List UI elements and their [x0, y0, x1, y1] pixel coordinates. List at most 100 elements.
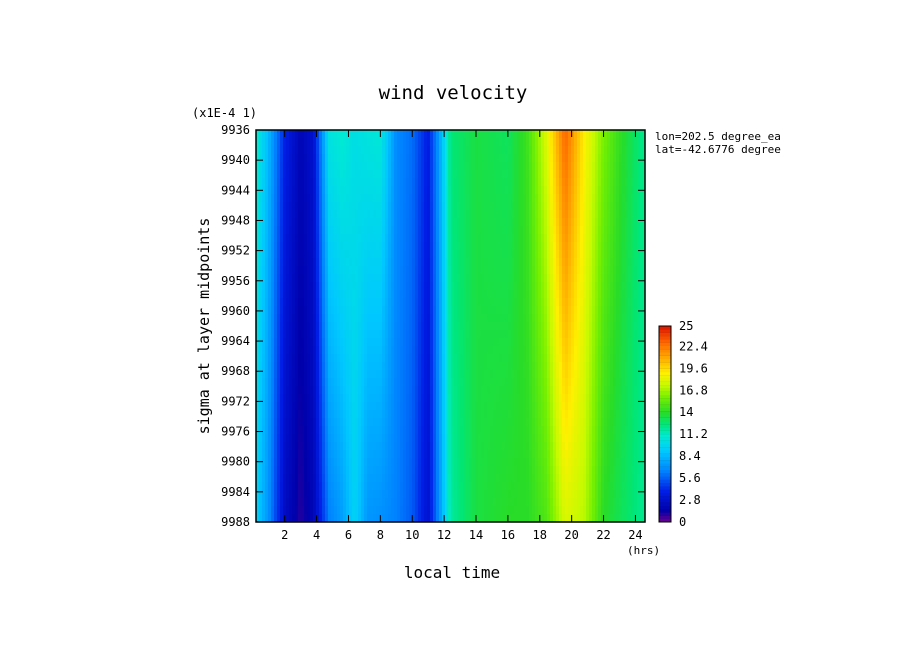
heatmap-cell — [469, 194, 473, 203]
heatmap-cell — [316, 506, 320, 515]
heatmap-cell — [487, 242, 491, 251]
heatmap-cell — [511, 210, 515, 219]
heatmap-cell — [550, 386, 554, 395]
heatmap-cell — [283, 498, 287, 507]
heatmap-cell — [310, 154, 314, 163]
heatmap-cell — [418, 186, 422, 195]
heatmap-cell — [442, 202, 446, 211]
heatmap-cell — [472, 426, 476, 435]
heatmap-cell — [355, 370, 359, 379]
heatmap-cell — [436, 506, 440, 515]
heatmap-cell — [382, 338, 386, 347]
heatmap-cell — [289, 162, 293, 171]
heatmap-cell — [526, 258, 530, 267]
heatmap-cell — [388, 218, 392, 227]
heatmap-cell — [418, 426, 422, 435]
heatmap-cell — [364, 138, 368, 147]
heatmap-cell — [520, 458, 524, 467]
heatmap-cell — [334, 242, 338, 251]
heatmap-cell — [511, 146, 515, 155]
heatmap-cell — [412, 250, 416, 259]
heatmap-cell — [538, 410, 542, 419]
heatmap-cell — [427, 474, 431, 483]
heatmap-cell — [505, 274, 509, 283]
heatmap-cell — [427, 202, 431, 211]
heatmap-cell — [295, 482, 299, 491]
heatmap-cell — [439, 162, 443, 171]
heatmap-cell — [472, 186, 476, 195]
heatmap-cell — [304, 458, 308, 467]
heatmap-cell — [274, 202, 278, 211]
heatmap-cell — [484, 506, 488, 515]
heatmap-cell — [508, 498, 512, 507]
heatmap-cell — [259, 138, 263, 147]
heatmap-cell — [436, 498, 440, 507]
heatmap-cell — [457, 250, 461, 259]
heatmap-cell — [325, 458, 329, 467]
heatmap-cell — [295, 490, 299, 499]
heatmap-cell — [517, 314, 521, 323]
heatmap-cell — [280, 242, 284, 251]
heatmap-cell — [526, 378, 530, 387]
heatmap-cell — [442, 242, 446, 251]
heatmap-cell — [361, 498, 365, 507]
heatmap-cell — [451, 482, 455, 491]
heatmap-cell — [346, 322, 350, 331]
heatmap-cell — [505, 218, 509, 227]
heatmap-cell — [370, 146, 374, 155]
heatmap-cell — [325, 186, 329, 195]
heatmap-cell — [553, 330, 557, 339]
heatmap-cell — [256, 202, 260, 211]
heatmap-cell — [553, 242, 557, 251]
heatmap-cell — [358, 418, 362, 427]
heatmap-cell — [388, 330, 392, 339]
heatmap-cell — [268, 394, 272, 403]
heatmap-cell — [313, 450, 317, 459]
heatmap-cell — [445, 242, 449, 251]
heatmap-cell — [361, 386, 365, 395]
heatmap-cell — [421, 186, 425, 195]
heatmap-cell — [364, 202, 368, 211]
heatmap-cell — [517, 234, 521, 243]
heatmap-cell — [292, 290, 296, 299]
heatmap-cell — [301, 506, 305, 515]
heatmap-cell — [259, 458, 263, 467]
heatmap-cell — [259, 482, 263, 491]
heatmap-cell — [262, 146, 266, 155]
heatmap-cell — [361, 234, 365, 243]
heatmap-cell — [376, 458, 380, 467]
heatmap-cell — [415, 386, 419, 395]
heatmap-cell — [427, 218, 431, 227]
heatmap-cell — [343, 442, 347, 451]
heatmap-cell — [427, 170, 431, 179]
heatmap-cell — [346, 130, 350, 139]
heatmap-cell — [346, 234, 350, 243]
heatmap-cell — [469, 402, 473, 411]
heatmap-cell — [472, 514, 476, 522]
heatmap-cell — [289, 434, 293, 443]
heatmap-cell — [391, 346, 395, 355]
heatmap-cell — [436, 338, 440, 347]
heatmap-cell — [388, 378, 392, 387]
heatmap-cell — [370, 506, 374, 515]
heatmap-cell — [442, 370, 446, 379]
heatmap-cell — [280, 282, 284, 291]
heatmap-cell — [367, 410, 371, 419]
heatmap-cell — [529, 170, 533, 179]
heatmap-cell — [388, 506, 392, 515]
heatmap-cell — [430, 506, 434, 515]
heatmap-cell — [538, 290, 542, 299]
heatmap-cell — [397, 442, 401, 451]
heatmap-cell — [556, 210, 560, 219]
heatmap-cell — [340, 378, 344, 387]
heatmap-cell — [277, 434, 281, 443]
heatmap-cell — [394, 490, 398, 499]
heatmap-cell — [268, 346, 272, 355]
heatmap-cell — [388, 498, 392, 507]
heatmap-cell — [544, 194, 548, 203]
heatmap-cell — [355, 282, 359, 291]
heatmap-cell — [490, 202, 494, 211]
heatmap-cell — [439, 402, 443, 411]
heatmap-cell — [445, 154, 449, 163]
heatmap-cell — [523, 138, 527, 147]
